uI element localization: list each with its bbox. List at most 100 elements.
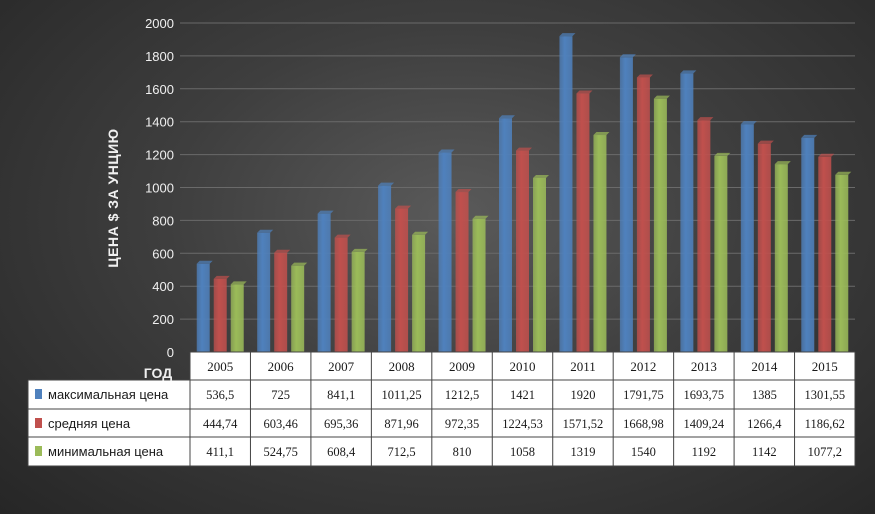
y-axis-label: ЦЕНА $ ЗА УНЦИЮ	[105, 128, 121, 267]
bar-cap	[593, 132, 610, 136]
bar-cap	[516, 147, 532, 151]
data-label: 712,5	[388, 445, 416, 459]
legend-entry: максимальная цена	[48, 387, 169, 402]
y-tick-label: 400	[152, 279, 174, 294]
bar-cap	[230, 281, 247, 285]
data-label: 841,1	[327, 388, 355, 402]
bar-min-2015	[835, 174, 849, 352]
data-label: 1077,2	[808, 445, 842, 459]
bar-cap	[757, 140, 774, 144]
data-label: 871,96	[384, 417, 418, 431]
bar-cap	[636, 74, 653, 78]
x-tick-label: 2011	[570, 359, 596, 374]
bar-avg-2009	[455, 192, 469, 352]
x-tick-label: 2005	[207, 359, 233, 374]
data-label: 1266,4	[747, 417, 782, 431]
bar-cap	[697, 117, 714, 121]
bars	[196, 33, 852, 353]
data-label: 1920	[570, 388, 595, 402]
bar-max-2015	[801, 137, 815, 352]
bar-cap	[818, 153, 835, 157]
x-tick-label: 2006	[268, 359, 295, 374]
bar-cap	[714, 152, 731, 156]
data-label: 695,36	[324, 417, 358, 431]
bar-cap	[213, 275, 230, 279]
bar-cap	[378, 182, 395, 186]
data-label: 725	[271, 388, 290, 402]
bar-max-2011	[559, 36, 573, 352]
bar-cap	[499, 115, 515, 119]
data-label: 1668,98	[623, 417, 664, 431]
x-axis-label: ГОД	[144, 365, 172, 381]
y-tick-label: 2000	[145, 16, 174, 31]
bar-cap	[801, 134, 818, 138]
x-tick-label: 2014	[751, 359, 778, 374]
y-tick-label: 0	[167, 345, 174, 360]
bar-cap	[351, 248, 368, 252]
bar-max-2008	[378, 185, 392, 352]
data-label: 1192	[692, 445, 717, 459]
bar-max-2005	[196, 263, 210, 352]
bar-max-2006	[257, 232, 271, 352]
bar-min-2007	[351, 251, 365, 352]
bar-avg-2005	[213, 278, 227, 352]
data-label: 1011,25	[382, 388, 422, 402]
bar-avg-2011	[576, 93, 590, 353]
data-label: 1693,75	[684, 388, 725, 402]
data-label: 524,75	[263, 445, 297, 459]
bar-cap	[653, 95, 670, 99]
x-tick-label: 2010	[510, 359, 536, 374]
bar-cap	[395, 205, 412, 209]
legend-key	[35, 418, 42, 428]
y-tick-label: 1000	[145, 181, 174, 196]
data-label: 1791,75	[623, 388, 664, 402]
bar-cap	[438, 149, 455, 153]
bar-avg-2006	[274, 252, 288, 352]
x-tick-label: 2008	[389, 359, 415, 374]
data-label: 1301,55	[804, 388, 845, 402]
bar-min-2006	[291, 265, 305, 352]
bar-max-2012	[619, 57, 633, 352]
data-label: 1409,24	[684, 417, 725, 431]
bar-max-2014	[740, 124, 754, 352]
data-label: 1540	[631, 445, 656, 459]
bar-cap	[291, 262, 308, 266]
bar-cap	[835, 171, 852, 175]
bar-max-2010	[499, 118, 512, 352]
bar-cap	[619, 54, 636, 58]
legend-key	[35, 389, 42, 399]
data-label: 1142	[752, 445, 777, 459]
bar-min-2012	[653, 98, 667, 352]
data-table: 2005 2006 2007 2008 2009 2010 2011 2012 2013 2014…	[27, 351, 856, 467]
bar-min-2011	[593, 135, 607, 352]
legend-key	[35, 446, 42, 456]
bar-min-2005	[230, 284, 244, 352]
data-label: 1319	[570, 445, 595, 459]
y-tick-label: 800	[152, 213, 174, 228]
legend-entry: средняя цена	[48, 416, 131, 431]
bar-min-2008	[412, 234, 426, 352]
data-label: 536,5	[206, 388, 234, 402]
y-tick-label: 1400	[145, 115, 174, 130]
table-background	[28, 380, 855, 466]
bar-cap	[317, 210, 334, 214]
y-tick-label: 200	[152, 312, 174, 327]
bar-cap	[533, 174, 549, 178]
data-label: 444,74	[203, 417, 238, 431]
y-tick-label: 600	[152, 246, 174, 261]
bar-avg-2012	[636, 77, 650, 352]
bar-avg-2013	[697, 120, 711, 352]
bar-max-2009	[438, 152, 452, 352]
legend-entry: минимальная цена	[48, 444, 164, 459]
bar-max-2013	[680, 73, 694, 353]
data-label: 1385	[752, 388, 777, 402]
data-label: 1571,52	[563, 417, 604, 431]
bar-min-2009	[472, 218, 486, 352]
x-tick-label: 2012	[630, 359, 656, 374]
bar-cap	[274, 249, 291, 253]
bar-min-2014	[774, 164, 788, 352]
bar-cap	[334, 234, 351, 238]
bar-cap	[412, 231, 429, 235]
